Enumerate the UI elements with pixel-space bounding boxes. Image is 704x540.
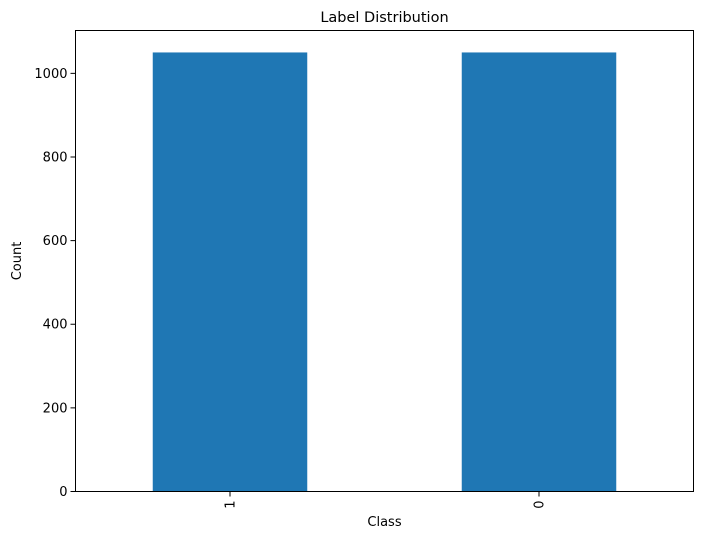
y-tick-label: 200 (43, 401, 68, 416)
y-axis-label: Count (10, 242, 25, 281)
y-tick-label: 0 (59, 485, 67, 500)
bars-group (152, 52, 617, 492)
chart-title: Label Distribution (320, 10, 448, 26)
x-axis-label: Class (367, 515, 401, 530)
x-tick-label: 0 (533, 501, 548, 509)
bar-0 (461, 52, 617, 492)
y-tick-label: 1000 (34, 67, 67, 82)
y-tick-label: 800 (43, 150, 68, 165)
plot-frame (75, 30, 694, 492)
y-tick-label: 600 (43, 234, 68, 249)
x-tick-label: 1 (224, 501, 239, 509)
y-axis-ticks: 0 200 400 600 800 1000 (34, 67, 76, 500)
bar-1 (152, 52, 308, 492)
y-tick-label: 400 (43, 318, 68, 333)
